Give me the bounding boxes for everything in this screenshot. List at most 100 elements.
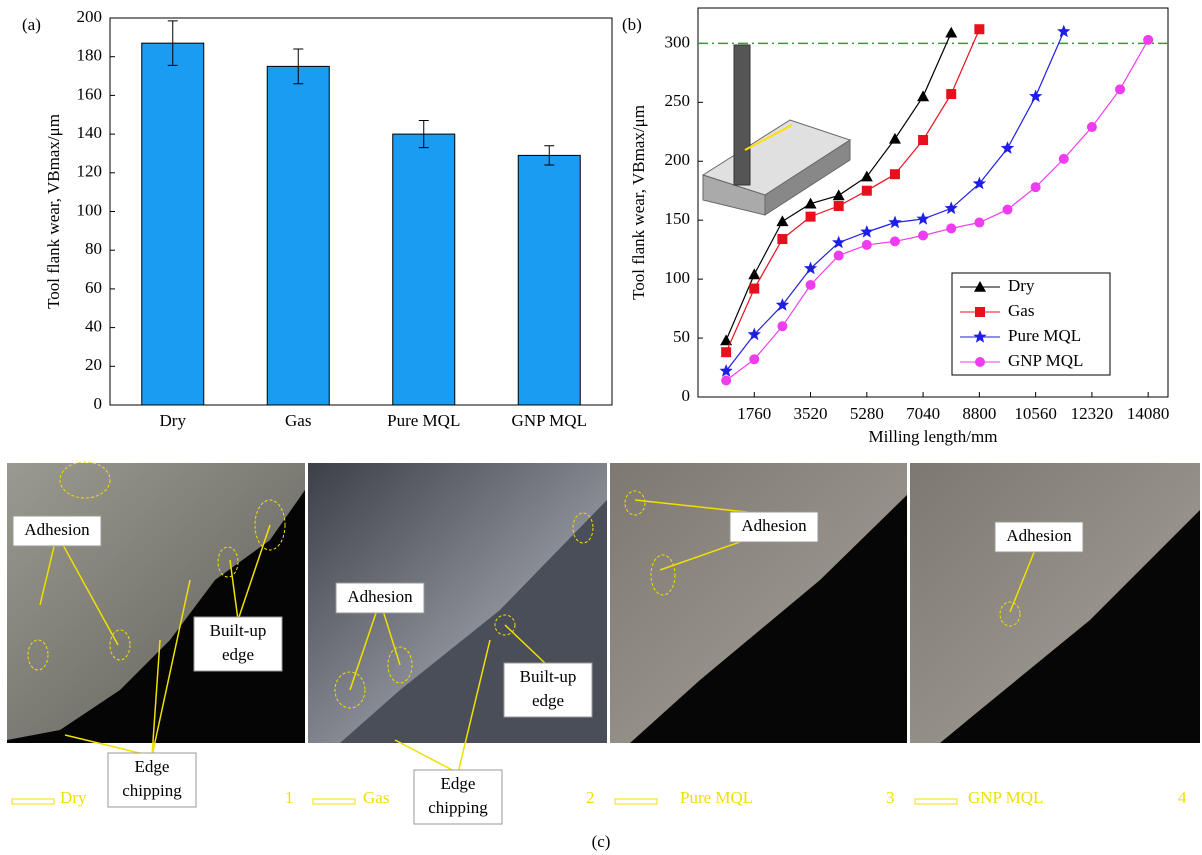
- y-tick-label: 300: [665, 32, 691, 51]
- annotation-label: Built-up: [520, 667, 577, 686]
- marker: [1031, 182, 1041, 192]
- x-tick-label: 12320: [1071, 404, 1114, 423]
- y-tick-label: 0: [94, 394, 103, 413]
- x-axis-label: Milling length/mm: [869, 427, 998, 446]
- marker: [861, 171, 873, 182]
- marker: [777, 321, 787, 331]
- marker: [889, 133, 901, 144]
- marker: [918, 231, 928, 241]
- y-tick-label: 60: [85, 278, 102, 297]
- scale-bar-label: 100 μm: [320, 786, 348, 796]
- photo-backgrounds: [7, 463, 1200, 743]
- marker: [777, 234, 787, 244]
- condition-label: Gas: [363, 788, 389, 807]
- y-tick-label: 100: [665, 268, 691, 287]
- x-tick-label: 14080: [1127, 404, 1170, 423]
- legend-label: Gas: [1008, 301, 1034, 320]
- bar: [393, 134, 455, 405]
- y-tick-label: 160: [77, 84, 103, 103]
- y-tick-label: 20: [85, 355, 102, 374]
- bar: [267, 66, 329, 405]
- x-tick-label: Pure MQL: [387, 411, 460, 430]
- marker: [834, 251, 844, 261]
- annotation-label: Edge: [135, 757, 170, 776]
- condition-label: Dry: [60, 788, 87, 807]
- x-tick-label: 7040: [906, 404, 940, 423]
- marker: [918, 135, 928, 145]
- annotation-label: Built-up: [210, 621, 267, 640]
- marker: [917, 90, 929, 101]
- y-tick-label: 150: [665, 209, 691, 228]
- y-tick-label: 180: [77, 46, 103, 65]
- marker: [806, 280, 816, 290]
- legend-marker: [975, 307, 985, 317]
- y-tick-label: 200: [77, 7, 103, 26]
- annotation-label: Adhesion: [1006, 526, 1072, 545]
- scale-bar: [12, 799, 54, 804]
- marker: [720, 364, 733, 377]
- marker: [776, 215, 788, 226]
- y-tick-label: 50: [673, 327, 690, 346]
- y-tick-label: 40: [85, 317, 102, 336]
- scale-bar: [313, 799, 355, 804]
- marker: [721, 375, 731, 385]
- marker: [749, 354, 759, 364]
- y-tick-label: 140: [77, 123, 103, 142]
- annotation-label: edge: [222, 645, 254, 664]
- marker: [974, 218, 984, 228]
- annotation-label: chipping: [122, 781, 182, 800]
- y-tick-label: 250: [665, 91, 691, 110]
- y-tick-label: 0: [682, 386, 691, 405]
- marker: [916, 212, 929, 225]
- marker: [1029, 89, 1042, 102]
- marker: [748, 268, 760, 279]
- marker: [749, 284, 759, 294]
- scale-bar: [915, 799, 957, 804]
- inset-illustration: [703, 45, 850, 215]
- marker: [1001, 141, 1014, 154]
- marker: [1059, 154, 1069, 164]
- y-axis-label: Tool flank wear, VBmax/μm: [44, 114, 63, 309]
- x-tick-label: 1760: [737, 404, 771, 423]
- y-tick-label: 120: [77, 162, 103, 181]
- condition-label: Pure MQL: [680, 788, 753, 807]
- marker: [974, 24, 984, 34]
- panel-label: (c): [592, 832, 611, 851]
- x-tick-label: 5280: [850, 404, 884, 423]
- y-tick-label: 200: [665, 150, 691, 169]
- x-tick-label: Gas: [285, 411, 311, 430]
- panel-number: 3: [886, 788, 895, 807]
- marker: [862, 240, 872, 250]
- bar: [142, 43, 204, 405]
- legend-label: GNP MQL: [1008, 351, 1083, 370]
- marker: [806, 212, 816, 222]
- x-tick-label: 8800: [962, 404, 996, 423]
- scale-bar-label: 100 μm: [19, 786, 47, 796]
- panel-label: (b): [622, 15, 642, 34]
- scale-bar-label: 100 μm: [622, 786, 650, 796]
- annotation-label: Edge: [441, 774, 476, 793]
- marker: [833, 189, 845, 200]
- marker: [1143, 35, 1153, 45]
- annotation-label: edge: [532, 691, 564, 710]
- marker: [1057, 25, 1070, 38]
- annotation-label: chipping: [428, 798, 488, 817]
- marker: [946, 223, 956, 233]
- condition-label: GNP MQL: [968, 788, 1043, 807]
- figure: (a)Tool flank wear, VBmax/μm020406080100…: [0, 0, 1202, 855]
- panel-number: 4: [1178, 788, 1187, 807]
- marker: [834, 201, 844, 211]
- y-tick-label: 80: [85, 239, 102, 258]
- annotation-label: Adhesion: [741, 516, 807, 535]
- bar: [518, 155, 580, 405]
- marker: [890, 236, 900, 246]
- x-tick-label: Dry: [160, 411, 187, 430]
- annotation-label: Adhesion: [24, 520, 90, 539]
- panel-label: (a): [22, 15, 41, 34]
- panel-number: 1: [285, 788, 294, 807]
- marker: [945, 201, 958, 214]
- legend-label: Pure MQL: [1008, 326, 1081, 345]
- x-tick-label: 10560: [1014, 404, 1057, 423]
- x-tick-label: GNP MQL: [512, 411, 587, 430]
- marker: [946, 89, 956, 99]
